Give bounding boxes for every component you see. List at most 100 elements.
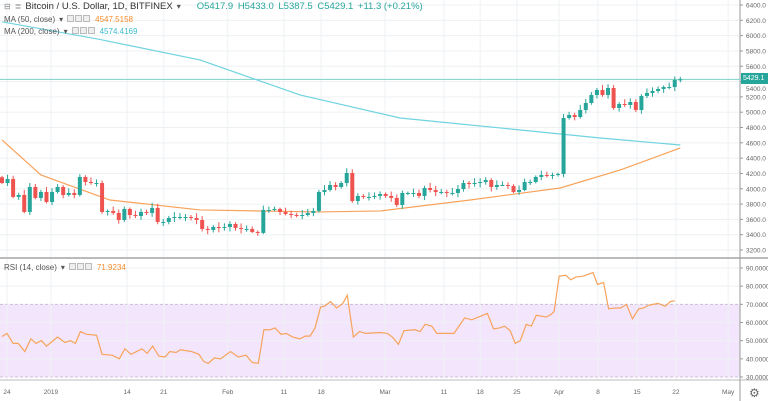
price-tick-label: 6200.0 xyxy=(746,18,766,25)
candle-up xyxy=(400,192,405,205)
candle-down xyxy=(383,193,388,196)
chevron-down-icon[interactable]: ▾ xyxy=(59,15,64,24)
candle-up xyxy=(517,189,522,192)
candle-down xyxy=(200,219,205,229)
candle-up xyxy=(150,207,155,213)
candle-down xyxy=(361,195,366,197)
candle-up xyxy=(450,192,455,194)
candle-up xyxy=(122,208,127,220)
price-tick-label: 3800.0 xyxy=(746,202,766,209)
price-tick-label: 4000.0 xyxy=(746,186,766,193)
candle-up xyxy=(94,183,99,185)
ma200-line xyxy=(1,21,681,146)
candle-down xyxy=(250,228,255,232)
candle-up xyxy=(483,180,488,183)
time-tick-label: 22 xyxy=(672,389,680,396)
rsi-label[interactable]: RSI (14, close) xyxy=(4,263,57,272)
candle-up xyxy=(455,188,460,193)
indicator-controls[interactable] xyxy=(67,15,91,25)
candle-up xyxy=(372,195,377,197)
symbol-legend: ⊟ ≣ Bitcoin / U.S. Dollar, 1D, BITFINEX … xyxy=(4,2,425,12)
gear-icon[interactable]: ⚙ xyxy=(749,386,760,400)
time-tick-label: Apr xyxy=(554,389,565,396)
time-tick-label: May xyxy=(722,389,735,396)
time-tick-label: 24 xyxy=(3,389,11,396)
candle-down xyxy=(394,197,399,205)
candle-down xyxy=(467,183,472,185)
candle-up xyxy=(55,186,60,192)
price-tick-label: 5200.0 xyxy=(746,94,766,101)
candle-up xyxy=(355,195,360,201)
chevron-down-icon[interactable]: ▾ xyxy=(63,27,68,36)
candle-down xyxy=(111,210,116,213)
price-tick-label: 5000.0 xyxy=(746,110,766,117)
candle-up xyxy=(266,209,271,211)
time-tick-label: 2019 xyxy=(44,389,59,396)
candle-down xyxy=(428,187,433,190)
candle-up xyxy=(594,89,599,95)
candle-up xyxy=(183,217,188,219)
candle-down xyxy=(417,192,421,196)
candle-up xyxy=(567,115,572,119)
ma200-value: 4574.4169 xyxy=(99,27,138,36)
rsi-tick-label: 30.0000 xyxy=(746,375,768,382)
last-price-tag: 5429.1 xyxy=(741,73,768,84)
candle-up xyxy=(639,95,644,110)
candle-down xyxy=(489,180,494,187)
chevron-down-icon[interactable]: ▾ xyxy=(176,2,181,11)
symbol-title[interactable]: Bitcoin / U.S. Dollar, 1D, BITFINEX xyxy=(25,1,173,12)
candle-down xyxy=(127,208,132,216)
price-tick-label: 3200.0 xyxy=(746,248,766,255)
rsi-legend: RSI (14, close) ▾ 71.9234 xyxy=(4,263,126,273)
candle-up xyxy=(272,208,277,210)
candle-down xyxy=(239,227,244,229)
candle-down xyxy=(600,89,605,95)
time-tick-label: 11 xyxy=(281,389,288,396)
rsi-tick-label: 60.0000 xyxy=(746,320,768,327)
ma50-value: 4547.5158 xyxy=(95,15,133,24)
rsi-tick-label: 80.0000 xyxy=(746,284,768,291)
ma50-legend: MA (50, close) ▾ 4547.5158 xyxy=(4,15,133,25)
open-value: O5417.9 xyxy=(196,1,234,12)
ma50-label[interactable]: MA (50, close) xyxy=(4,15,56,24)
candle-up xyxy=(177,217,182,219)
time-tick-label: 8 xyxy=(596,389,600,396)
collapse-icon[interactable]: ⊟ xyxy=(4,2,11,11)
candle-down xyxy=(611,87,616,108)
indicator-controls[interactable] xyxy=(71,27,96,37)
rsi-tick-label: 70.0000 xyxy=(746,302,768,309)
rsi-value: 71.9234 xyxy=(96,263,126,272)
time-tick-label: Mar xyxy=(379,389,391,396)
candle-up xyxy=(533,176,538,183)
candle-up xyxy=(656,88,661,91)
price-tick-label: 6000.0 xyxy=(746,33,766,40)
candle-down xyxy=(116,212,121,220)
time-tick-label: 25 xyxy=(513,389,521,396)
candle-up xyxy=(328,184,333,190)
candle-up xyxy=(27,186,32,212)
candle-down xyxy=(283,211,288,214)
price-tick-label: 4600.0 xyxy=(746,140,766,147)
chevron-down-icon[interactable]: ▾ xyxy=(60,263,65,272)
ma200-label[interactable]: MA (200, close) xyxy=(4,27,60,36)
candle-up xyxy=(166,217,171,222)
candle-down xyxy=(505,184,510,186)
time-tick-label: Feb xyxy=(222,389,234,396)
candle-down xyxy=(11,178,16,197)
time-tick-label: 11 xyxy=(441,389,448,396)
candle-down xyxy=(511,185,516,192)
candle-down xyxy=(189,217,194,219)
candle-down xyxy=(389,195,394,198)
indicator-controls[interactable] xyxy=(68,263,93,273)
candle-down xyxy=(622,103,627,105)
candle-up xyxy=(439,191,444,193)
candle-up xyxy=(139,211,143,217)
rsi-tick-label: 50.0000 xyxy=(746,338,768,345)
candle-up xyxy=(311,210,316,213)
candle-up xyxy=(550,174,555,176)
candle-down xyxy=(333,184,338,187)
candle-up xyxy=(650,90,655,93)
candle-up xyxy=(583,103,588,110)
candle-up xyxy=(261,209,266,233)
